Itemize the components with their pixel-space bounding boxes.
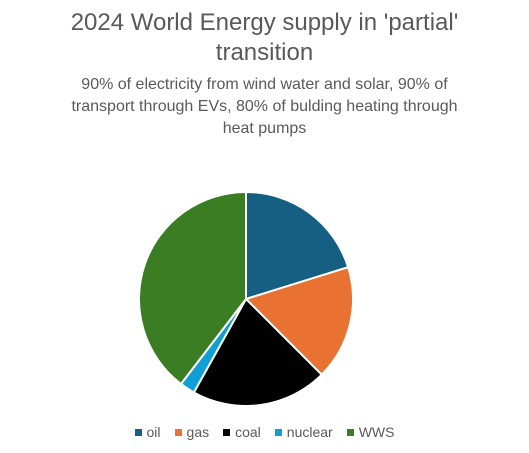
legend-item-oil: oil: [134, 424, 161, 440]
chart-legend: oil gas coal nuclear WWS: [0, 424, 529, 440]
legend-label: WWS: [358, 424, 395, 440]
legend-swatch: [346, 428, 354, 436]
legend-item-nuclear: nuclear: [274, 424, 333, 440]
chart-subtitle-line: heat pumps: [222, 120, 307, 137]
legend-label: coal: [235, 424, 261, 440]
legend-swatch: [134, 428, 142, 436]
pie-slice-gas: [244, 265, 354, 377]
legend-label: gas: [186, 424, 210, 440]
legend-swatch: [223, 428, 231, 436]
legend-label: nuclear: [286, 424, 333, 440]
chart-title-line: 2024 World Energy supply in 'partial': [70, 9, 459, 36]
chart-title: 2024 World Energy supply in 'partial' tr…: [0, 8, 529, 68]
legend-label: oil: [146, 424, 161, 440]
legend-swatch: [274, 428, 282, 436]
chart-subtitle: 90% of electricity from wind water and s…: [0, 74, 529, 140]
chart-title-line: transition: [215, 39, 314, 66]
pie-slice-oil: [245, 190, 350, 301]
legend-item-gas: gas: [174, 424, 210, 440]
pie-slice-coal: [192, 297, 324, 407]
pie-slices: [138, 190, 354, 407]
chart-subtitle-line: transport through EVs, 80% of bulding he…: [71, 98, 458, 115]
legend-swatch: [174, 428, 182, 436]
chart-subtitle-line: 90% of electricity from wind water and s…: [81, 76, 448, 93]
legend-item-coal: coal: [223, 424, 261, 440]
legend-item-wws: WWS: [346, 424, 395, 440]
pie-slice-wws: [138, 190, 247, 386]
